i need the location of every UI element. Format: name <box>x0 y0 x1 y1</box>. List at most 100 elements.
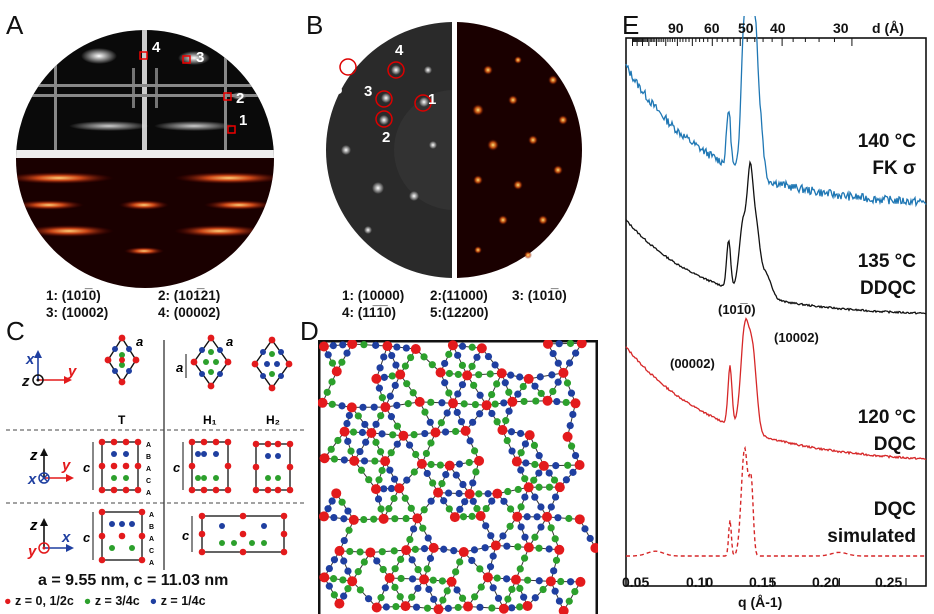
panel-a-index-3: 3: (10002) <box>46 305 109 320</box>
tiling-node <box>382 341 393 352</box>
c-stack-1-1: B <box>146 454 151 461</box>
tiling-site <box>548 371 556 379</box>
tiling-site <box>460 400 468 408</box>
panel-b-index-5: 5:(12200) <box>430 305 489 320</box>
tiling-node <box>331 488 342 499</box>
tiling-site <box>469 479 477 487</box>
tiling-node <box>511 456 522 467</box>
tiling-site <box>537 389 545 398</box>
e-x-tick-025: 0.25 <box>875 574 903 590</box>
tiling-node <box>430 427 441 438</box>
tiling-site <box>550 476 559 484</box>
tiling-site <box>481 544 489 552</box>
e-x-axis-label: q (Å-1) <box>738 594 783 610</box>
tiling-site <box>476 391 484 399</box>
tiling-site <box>360 558 368 566</box>
tiling-site <box>565 359 574 367</box>
tiling-site <box>329 342 337 350</box>
c-axis-z-2: z <box>29 447 38 464</box>
tiling-site <box>549 387 557 396</box>
tiling-node <box>319 453 330 464</box>
tiling-site <box>484 352 493 361</box>
tiling-site <box>339 576 347 584</box>
tiling-site <box>565 597 573 605</box>
tiling-node <box>428 542 439 553</box>
e-label-135c: 135 °C DDQC <box>857 251 916 299</box>
c-axis-z-1: z <box>21 373 30 390</box>
panel-e-plot <box>625 16 927 587</box>
tiling-site <box>514 390 522 398</box>
tiling-site <box>356 586 364 594</box>
tiling-site <box>554 378 562 386</box>
tiling-node <box>365 547 376 558</box>
tiling-site <box>340 456 348 464</box>
tiling-site <box>441 428 450 436</box>
c-h2-rhombus <box>251 336 293 392</box>
tiling-site <box>372 420 380 428</box>
tiling-site <box>537 523 545 531</box>
tiling-site <box>586 534 594 543</box>
tiling-site <box>426 554 435 562</box>
tiling-site <box>547 503 555 511</box>
c-stack-1-3: C <box>146 478 151 485</box>
tiling-site <box>356 548 364 556</box>
tiling-site <box>379 565 387 574</box>
tiling-node <box>412 513 423 524</box>
tiling-node <box>331 366 342 377</box>
tiling-node <box>464 488 475 499</box>
tiling-node <box>398 430 409 441</box>
tiling-site <box>458 381 467 389</box>
tiling-site <box>545 469 553 477</box>
tiling-node <box>558 605 569 614</box>
c-stack-2-1: B <box>149 524 154 531</box>
tiling-node <box>542 340 553 349</box>
c-t-front: c A B A C A <box>83 508 154 567</box>
tiling-site <box>520 593 528 601</box>
tiling-node <box>554 544 565 555</box>
tiling-site <box>461 498 469 506</box>
tiling-node <box>545 576 556 587</box>
tiling-site <box>330 556 339 564</box>
e-top-tick-50: 50 <box>738 20 754 36</box>
tiling-site <box>340 592 348 600</box>
tiling-site <box>409 389 417 397</box>
tiling-site <box>519 382 527 391</box>
tiling-node <box>510 574 521 585</box>
tiling-site <box>372 438 380 446</box>
tiling-site <box>445 369 454 378</box>
tiling-node <box>538 460 549 471</box>
tiling-node <box>318 511 329 522</box>
tiling-site <box>475 371 483 379</box>
tiling-site <box>486 370 494 378</box>
tiling-site <box>472 468 480 476</box>
tiling-node <box>482 572 493 583</box>
tiling-node <box>446 576 457 587</box>
tiling-site <box>454 390 462 398</box>
tiling-node <box>380 456 391 467</box>
tiling-site <box>470 381 478 389</box>
tiling-site <box>476 410 484 418</box>
tiling-node <box>496 368 507 379</box>
tiling-site <box>503 575 511 583</box>
tiling-site <box>493 418 501 426</box>
tiling-site <box>402 514 410 523</box>
tiling-node <box>475 511 486 522</box>
tiling-site <box>557 577 565 586</box>
c-stack-1-2: A <box>146 466 151 473</box>
e-top-tick-40: 40 <box>770 20 786 36</box>
tiling-site <box>410 431 418 439</box>
tiling-site <box>451 427 460 436</box>
tiling-site <box>469 418 477 426</box>
tiling-site <box>566 340 575 348</box>
tiling-site <box>443 409 451 417</box>
tiling-site <box>445 505 453 513</box>
c-dim-a-t: a <box>136 334 143 349</box>
tiling-site <box>325 582 333 590</box>
tiling-node <box>542 511 553 522</box>
tiling-site <box>345 526 353 534</box>
tiling-site <box>439 596 447 604</box>
tiling-site <box>340 515 348 523</box>
tiling-site <box>334 436 342 445</box>
tiling-node <box>347 340 358 349</box>
c-col-h1: H₁ <box>203 413 217 427</box>
